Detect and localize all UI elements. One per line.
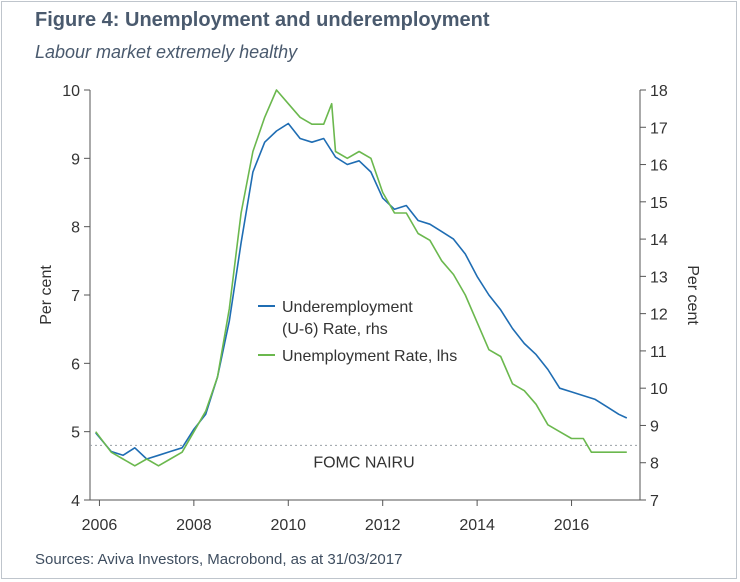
x-axis-tick-label: 2010 <box>270 517 306 534</box>
chart-axes: 4 5 6 7 8 9 10 7 8 9 10 11 12 13 14 15 16 17 18 2006 2008 201… <box>38 83 701 534</box>
x-axis-tick-label: 2016 <box>554 517 590 534</box>
right-axis-tick-label: 9 <box>650 418 659 435</box>
left-axis-tick-label: 6 <box>71 356 80 373</box>
legend-label-u6: Underemployment <box>282 299 413 316</box>
reference-line-group: FOMC NAIRU <box>90 444 640 471</box>
u6-series-line <box>95 122 628 460</box>
right-axis-tick-label: 15 <box>650 195 668 212</box>
right-axis-tick-label: 8 <box>650 456 659 473</box>
left-axis-tick-label: 9 <box>71 151 80 168</box>
right-axis-tick-label: 10 <box>650 381 668 398</box>
right-axis-tick-label: 18 <box>650 83 668 100</box>
right-axis-tick-label: 12 <box>650 307 668 324</box>
x-axis-tick-label: 2014 <box>459 517 495 534</box>
right-axis-tick-label: 17 <box>650 120 668 137</box>
page-subtitle: Labour market extremely healthy <box>35 42 298 62</box>
x-axis-tick-label: 2008 <box>176 517 212 534</box>
left-axis-tick-label: 5 <box>71 425 80 442</box>
reference-line-label: FOMC NAIRU <box>313 454 414 471</box>
left-axis-tick-label: 10 <box>62 83 80 100</box>
page-title: Figure 4: Unemployment and underemployme… <box>35 9 490 31</box>
x-axis-tick-label: 2006 <box>82 517 118 534</box>
legend-label-unemployment: Unemployment Rate, lhs <box>282 348 457 365</box>
right-axis-tick-label: 16 <box>650 158 668 175</box>
left-axis-tick-label: 4 <box>71 493 80 510</box>
chart-legend: Underemployment (U-6) Rate, rhs Unemployme… <box>258 299 457 365</box>
unemployment-series-line <box>95 89 627 467</box>
right-axis-tick-label: 14 <box>650 232 668 249</box>
chart-source-note: Sources: Aviva Investors, Macrobond, as … <box>35 551 403 568</box>
right-axis-tick-label: 11 <box>650 344 667 361</box>
right-axis-label: Per cent <box>684 265 701 325</box>
left-axis-label: Per cent <box>38 265 55 325</box>
right-axis-tick-label: 7 <box>650 493 659 510</box>
right-axis-tick-label: 13 <box>650 269 668 286</box>
left-axis-tick-label: 8 <box>71 220 80 237</box>
x-axis-tick-label: 2012 <box>365 517 401 534</box>
left-axis-tick-label: 7 <box>71 288 80 305</box>
legend-label-u6-continued: (U-6) Rate, rhs <box>282 321 388 338</box>
series-lines <box>95 89 628 467</box>
